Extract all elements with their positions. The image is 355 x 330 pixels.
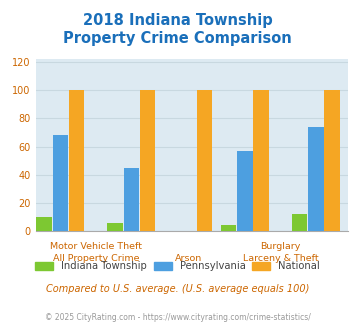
Bar [36,217,52,231]
Legend: Indiana Township, Pennsylvania, National: Indiana Township, Pennsylvania, National [31,257,324,276]
Bar [197,90,212,231]
Bar [253,90,269,231]
Text: All Property Crime: All Property Crime [53,253,139,262]
Bar [140,90,155,231]
Text: Burglary: Burglary [260,242,301,251]
Text: © 2025 CityRating.com - https://www.cityrating.com/crime-statistics/: © 2025 CityRating.com - https://www.city… [45,313,310,322]
Bar [292,214,307,231]
Text: Arson: Arson [175,253,202,262]
Bar [237,151,253,231]
Bar [69,90,84,231]
Bar [324,90,340,231]
Text: 2018 Indiana Township
Property Crime Comparison: 2018 Indiana Township Property Crime Com… [63,13,292,46]
Bar [124,168,139,231]
Bar [221,225,236,231]
Bar [53,135,68,231]
Bar [308,127,324,231]
Text: Larceny & Theft: Larceny & Theft [242,253,318,262]
Text: Compared to U.S. average. (U.S. average equals 100): Compared to U.S. average. (U.S. average … [46,284,309,294]
Bar [107,222,123,231]
Text: Motor Vehicle Theft: Motor Vehicle Theft [50,242,142,251]
